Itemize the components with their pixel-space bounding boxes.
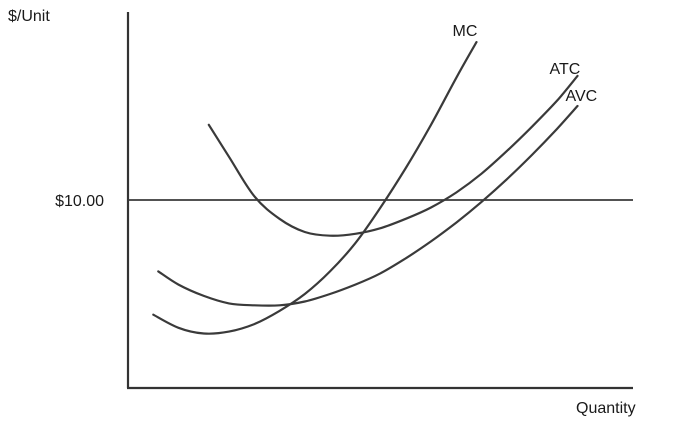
series-label-atc: ATC xyxy=(550,61,581,78)
series-label-avc: AVC xyxy=(566,88,598,105)
series-line-avc xyxy=(157,104,579,307)
x-axis-label: Quantity xyxy=(576,400,636,417)
price-reference-label: $10.00 xyxy=(55,193,104,210)
series-label-mc: MC xyxy=(453,23,478,40)
series-line-atc xyxy=(207,74,579,237)
series-layer: MC ATC AVC xyxy=(152,23,598,335)
series-line-mc xyxy=(152,41,478,335)
y-axis-label: $/Unit xyxy=(8,8,50,25)
